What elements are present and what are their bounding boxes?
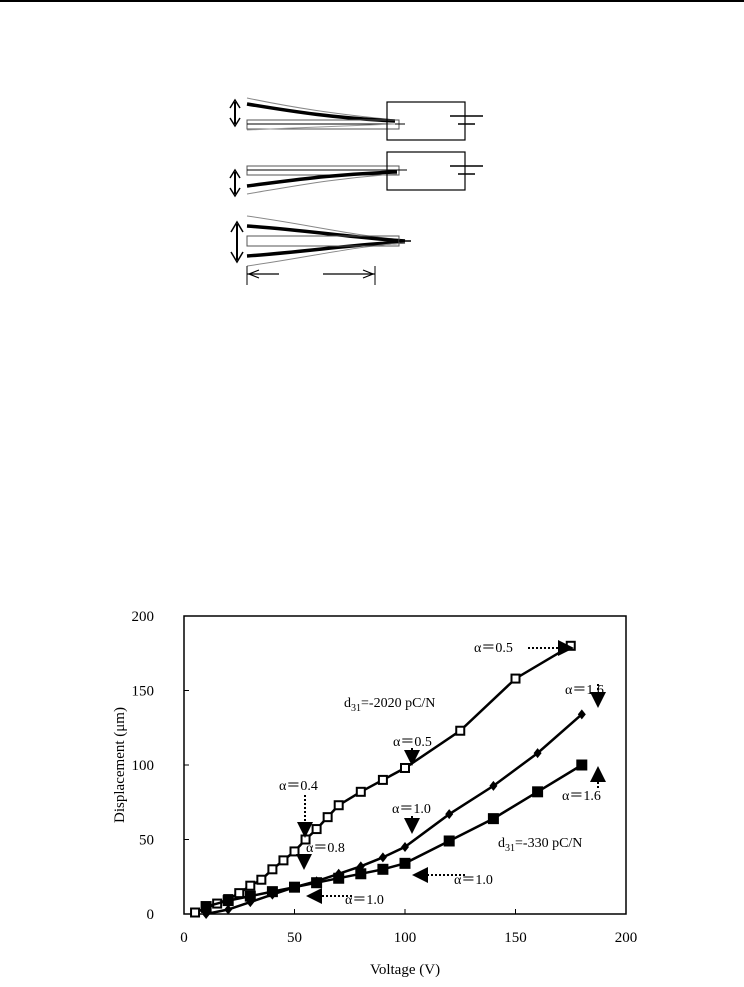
data-point-series-0	[377, 774, 388, 785]
annotation-a10-bottom: α＝1.0	[345, 893, 384, 908]
x-tick-label: 200	[615, 930, 638, 946]
actuator-schematic	[229, 97, 483, 285]
data-point-series-2	[355, 868, 367, 880]
data-point-series-0	[355, 786, 366, 797]
data-point-series-0	[565, 640, 576, 651]
annotation-a05-top: α＝0.5	[474, 641, 513, 656]
data-point-series-0	[400, 762, 410, 773]
annotation-a16-top: α＝1.6	[565, 683, 604, 698]
data-point-series-0	[278, 855, 289, 866]
data-point-series-1	[401, 841, 409, 852]
data-point-series-1	[445, 809, 454, 820]
data-point-series-2	[311, 877, 323, 889]
annotation-a08: α＝0.8	[306, 841, 345, 856]
data-point-series-1	[246, 897, 255, 908]
annotation-d31-2020: d31=-2020 pC/N	[344, 696, 435, 714]
y-tick-label: 0	[147, 907, 155, 923]
data-point-series-0	[256, 874, 267, 885]
x-axis-title: Voltage (V)	[370, 962, 440, 978]
annotation-d31-330: d31=-330 pC/N	[498, 836, 582, 854]
data-point-series-2	[399, 857, 411, 869]
data-point-series-2	[266, 886, 278, 898]
data-point-series-2	[576, 759, 588, 771]
y-tick-label: 150	[132, 684, 155, 700]
data-point-series-0	[245, 880, 256, 891]
x-tick-label: 100	[394, 930, 417, 946]
actuator-stage-3	[230, 215, 411, 285]
data-point-series-2	[377, 863, 389, 875]
data-point-series-0	[267, 864, 278, 875]
data-point-series-2	[487, 813, 499, 825]
data-point-series-1	[224, 904, 233, 915]
data-point-series-0	[234, 888, 245, 899]
actuator-stage-2	[229, 151, 483, 198]
data-point-series-2	[222, 895, 234, 907]
y-tick-label: 50	[139, 833, 154, 849]
data-point-series-2	[532, 786, 544, 798]
data-point-series-0	[333, 800, 344, 811]
series-layer	[190, 640, 588, 919]
data-point-series-1	[577, 709, 586, 720]
displacement-voltage-chart: 0 50 100 150 200 0 50 100 150 200 Voltage (V) Dis…	[112, 609, 638, 978]
annotation-a04: α＝0.4	[279, 779, 318, 794]
annotation-arrows	[296, 640, 606, 904]
annotation-a16-low: α＝1.6	[562, 789, 601, 804]
data-point-series-2	[289, 881, 300, 893]
data-point-series-2	[200, 901, 212, 913]
tick-layer: 0 50 100 150 200 0 50 100 150 200	[132, 609, 638, 946]
annotation-a10-mid: α＝1.0	[392, 802, 431, 817]
data-point-series-1	[489, 780, 498, 791]
x-tick-label: 150	[504, 930, 527, 946]
data-point-series-2	[333, 872, 345, 884]
data-point-series-1	[378, 852, 387, 863]
actuator-stage-1	[229, 97, 483, 141]
annotation-a10-right: α＝1.0	[454, 873, 493, 888]
data-point-series-1	[533, 748, 542, 759]
x-tick-label: 0	[180, 930, 188, 946]
data-point-series-0	[289, 846, 300, 857]
page-top-rule	[0, 0, 744, 2]
annotation-a05-mid: α＝0.5	[393, 735, 432, 750]
data-point-series-0	[455, 725, 466, 736]
y-axis-title: Displacement (μm)	[112, 707, 128, 823]
data-point-series-0	[322, 812, 333, 823]
data-point-series-0	[190, 907, 201, 918]
data-point-series-0	[311, 824, 322, 835]
y-tick-label: 100	[132, 758, 155, 774]
data-point-series-2	[443, 835, 455, 847]
x-tick-label: 50	[287, 930, 302, 946]
data-point-series-2	[244, 890, 256, 902]
data-point-series-0	[510, 673, 521, 684]
y-tick-label: 200	[132, 609, 155, 625]
